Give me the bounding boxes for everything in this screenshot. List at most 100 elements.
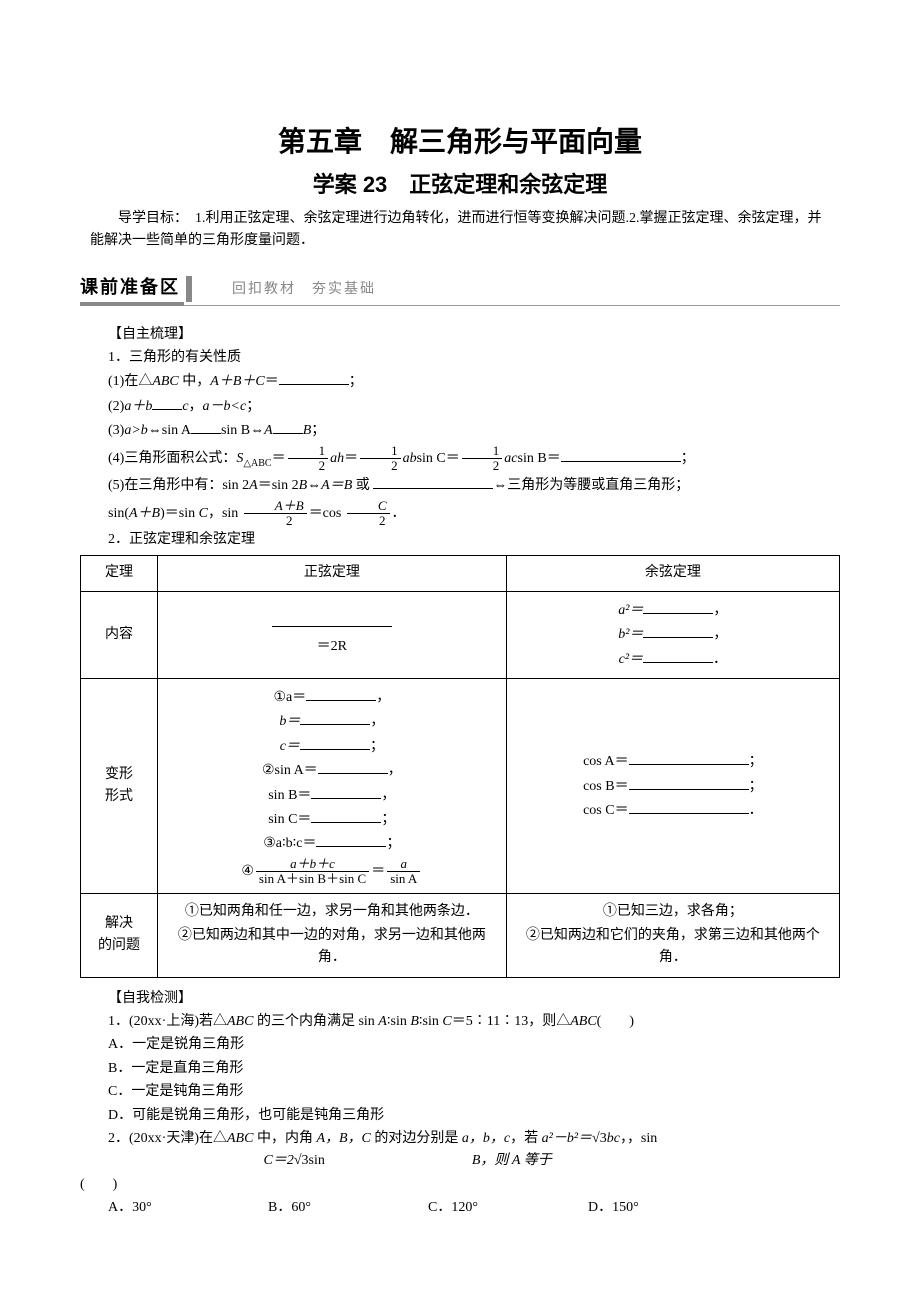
t: ＝sin 2 [258, 478, 299, 493]
sep: ； [749, 754, 763, 769]
p1-4: (4)三角形面积公式：S△ABC＝12ah＝12absin C＝12acsin … [80, 444, 840, 474]
t: cos B＝ [583, 779, 629, 794]
t: ②sin A＝ [262, 763, 318, 778]
or: 或 [352, 478, 373, 493]
ac: ac [504, 451, 517, 466]
t: ①a＝ [273, 690, 306, 705]
eq: ＝ [272, 451, 286, 466]
blank [643, 623, 713, 638]
frac-half: 12 [360, 444, 401, 474]
t: ＝cos [309, 506, 345, 521]
q2-optA: A．30° [80, 1197, 220, 1219]
abc: ABC [152, 374, 178, 389]
t: 中，内角 [253, 1131, 316, 1146]
cell-cos-content: a²＝， b²＝， c²＝． [506, 591, 839, 678]
iff: ⇔ [307, 478, 321, 493]
den: sin A＋sin B＋sin C [256, 872, 369, 886]
C2: C＝2 [264, 1153, 294, 1168]
sep: ； [386, 836, 400, 851]
p2: 2．正弦定理和余弦定理 [80, 529, 840, 551]
lesson-title: 学案 23 正弦定理和余弦定理 [80, 167, 840, 202]
apbpc: A＋B＋C [210, 374, 264, 389]
sep: ； [381, 812, 395, 827]
sinA: sin A [162, 423, 191, 438]
sep: ， [388, 763, 402, 778]
blank [643, 648, 713, 663]
sep: ， [713, 603, 727, 618]
blank [643, 599, 713, 614]
end: ． [392, 506, 406, 521]
sinC: sin C [417, 451, 446, 466]
frac-r: asin A [387, 857, 420, 887]
cell-solve-label: 解决的问题 [81, 894, 158, 977]
q1-optD: D．可能是锐角三角形，也可能是钝角三角形 [80, 1105, 840, 1127]
end: ； [246, 399, 260, 414]
blank [629, 799, 749, 814]
den: 2 [347, 514, 390, 528]
q2-optD: D．150° [560, 1197, 700, 1219]
den: 2 [288, 459, 329, 473]
l1: 解决 [105, 916, 133, 931]
t: cos C＝ [583, 803, 629, 818]
cell-sine-solve: ①已知两角和任一边，求另一角和其他两条边． ②已知两边和其中一边的对角，求另一边… [158, 894, 507, 977]
den: sin A [387, 872, 420, 886]
num: a＋b＋c [256, 857, 369, 872]
AeqB: A＝B [321, 478, 352, 493]
ApB: A＋B [129, 506, 160, 521]
c2: c²＝ [619, 652, 643, 667]
frac: A＋B2 [244, 499, 307, 529]
num: 1 [360, 444, 401, 459]
num: C [347, 499, 390, 514]
b2: b²＝ [618, 627, 643, 642]
table-row: 定理 正弦定理 余弦定理 [81, 556, 840, 591]
A: A [378, 1014, 387, 1029]
q2-paren: ( ) [80, 1174, 840, 1196]
sep: ． [749, 803, 763, 818]
t: ，sin [208, 506, 242, 521]
sqrt3b: √3 [294, 1153, 309, 1168]
eq2R: ＝2R [166, 636, 498, 658]
A: A [264, 423, 273, 438]
th-sine: 正弦定理 [158, 556, 507, 591]
B: B [410, 1014, 419, 1029]
t: ①已知两角和任一边，求另一角和其他两条边． [166, 901, 498, 923]
t: ∶sin [419, 1014, 442, 1029]
q1-optA: A．一定是锐角三角形 [80, 1034, 840, 1056]
t: c＝ [280, 739, 300, 754]
abc: ABC [227, 1014, 253, 1029]
sin: ，sin [627, 1131, 657, 1146]
theorem-table: 定理 正弦定理 余弦定理 内容 ＝2R a²＝， b²＝， c²＝． 变形形式 … [80, 555, 840, 977]
section-bar: 课前准备区 回扣教材 夯实基础 [80, 273, 840, 306]
cell-sine-content: ＝2R [158, 591, 507, 678]
ah: ah [330, 451, 344, 466]
blank [279, 370, 349, 385]
t: sin B＝ [268, 788, 311, 803]
q2-optB: B．60° [240, 1197, 380, 1219]
abc: ABC [227, 1131, 253, 1146]
sep: ， [381, 788, 395, 803]
blank [300, 735, 370, 750]
sep: ， [713, 627, 727, 642]
q2-opts: A．30° B．60° C．120° D．150° [80, 1197, 840, 1219]
t: (4)三角形面积公式： [108, 451, 236, 466]
C: C [442, 1014, 451, 1029]
section-label: 课前准备区 [80, 273, 184, 306]
pre: (2) [108, 399, 124, 414]
agb: a>b [124, 423, 147, 438]
blank [318, 759, 388, 774]
p1-3: (3)a>b⇔sin Asin B⇔AB； [80, 419, 840, 442]
zizhu-heading: 【自主梳理】 [80, 324, 840, 346]
l2: 形式 [105, 789, 133, 804]
B: B [303, 423, 312, 438]
end: ； [311, 423, 325, 438]
pre: (3) [108, 423, 124, 438]
p1-5: (5)在三角形中有：sin 2A＝sin 2B⇔A＝B 或 ⇔三角形为等腰或直角… [80, 474, 840, 497]
a2: a²＝ [618, 603, 643, 618]
p1-6: sin(A＋B)＝sin C，sin A＋B2＝cos C2． [80, 499, 840, 529]
q1-optC: C．一定是钝角三角形 [80, 1081, 840, 1103]
B: B [299, 478, 308, 493]
sinB: sin B [518, 451, 547, 466]
blank [306, 686, 376, 701]
frac-l: a＋b＋csin A＋sin B＋sin C [256, 857, 369, 887]
q1: 1．(20xx·上海)若△ABC 的三个内角满足 sin A∶sin B∶sin… [80, 1011, 840, 1033]
